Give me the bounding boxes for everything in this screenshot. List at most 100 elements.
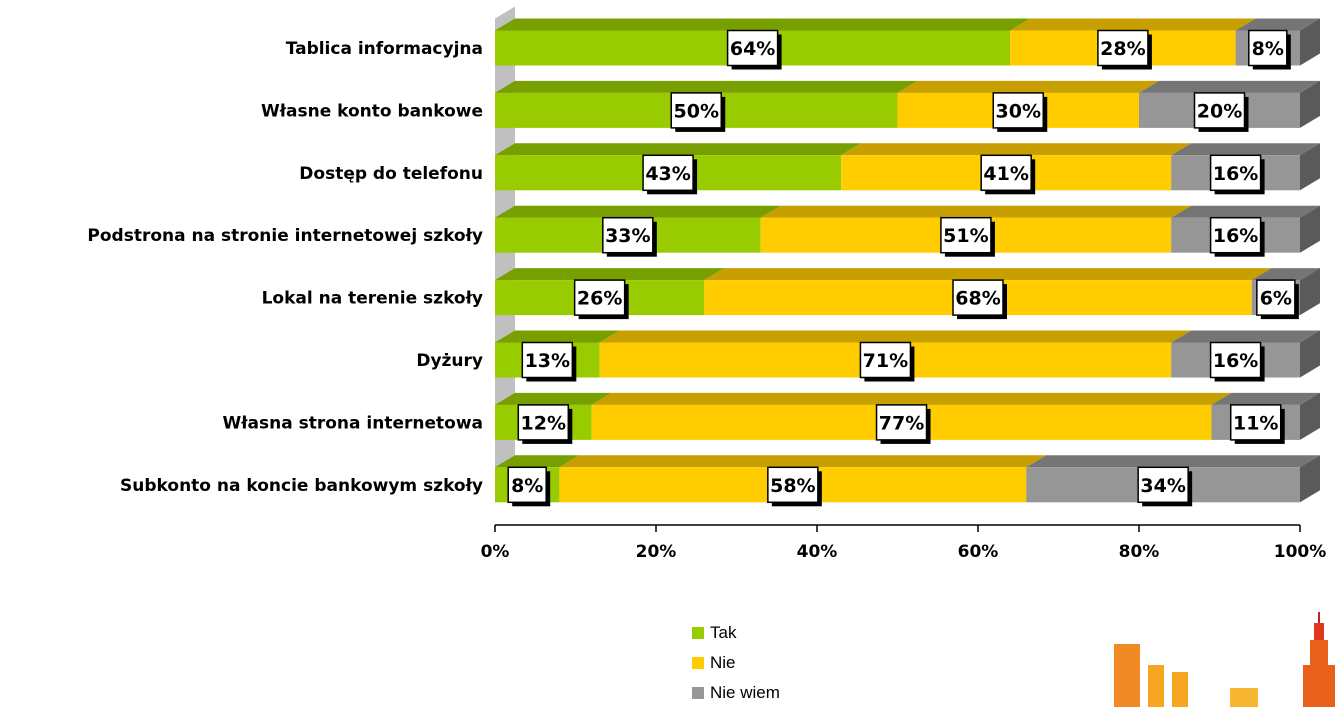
bar-top-nie-wiem [1026,455,1320,468]
data-label-box [670,92,722,129]
data-label-box [1256,279,1296,316]
data-label: 68% [955,288,1000,310]
data-label-box [1209,216,1262,254]
category-label: Subkonto na koncie bankowym szkoły [120,476,483,496]
data-label: 64% [730,38,775,60]
logo-block [1148,665,1164,707]
data-label-box [517,404,570,441]
category-labels: Tablica informacyjna Własne konto bankowe… [87,39,483,496]
category-label: Własne konto bankowe [261,101,483,121]
logo-tower [1314,623,1324,640]
category-label: Tablica informacyjna [286,39,483,59]
data-label: 28% [1100,38,1145,60]
bar-top-nie-wiem [1171,143,1320,156]
bar-top-nie [897,80,1159,93]
bar-end [1300,455,1320,503]
bar-top-tak [495,143,862,156]
logo-block [1172,672,1188,707]
x-tick-label: 100% [1274,542,1327,562]
bars [495,18,1320,503]
data-label-group: 6% [1256,279,1299,320]
x-tick-label: 20% [636,542,677,562]
data-label-box [980,154,1032,192]
data-label: 13% [525,350,570,372]
data-label-box [1097,29,1149,67]
data-label-box [1248,29,1288,67]
bar-end [1300,330,1320,378]
data-label-box [726,29,779,67]
data-label: 8% [1252,38,1284,60]
x-axis: 0% 20% 40% 60% 80% 100% [481,524,1327,562]
x-tick-label: 40% [797,542,838,562]
data-label-box [1193,92,1246,129]
data-label-group: 58% [767,466,822,507]
data-label-box [1137,466,1189,504]
data-label: 41% [983,163,1028,185]
bar-top-nie-wiem [1171,205,1320,218]
bar-top-tak [495,80,918,93]
data-label: 11% [1233,412,1278,434]
legend-swatch-nie-wiem [692,687,704,699]
category-label: Dyżury [416,351,483,371]
data-label: 43% [645,163,690,185]
data-label-group: 8% [1248,29,1291,70]
data-label: 16% [1213,225,1258,247]
data-label-box [1209,341,1262,379]
bar-top-nie-wiem [1171,330,1320,343]
data-label-box [940,216,992,254]
bar-top-nie [841,143,1192,156]
data-labels: 64% 28% 8% 50% 30% 20% 43% 41% 16% 33% 51% 16% 26% 68… [507,29,1299,507]
category-label: Dostęp do telefonu [299,164,483,184]
bar-end [1300,80,1320,128]
data-label: 8% [511,475,543,497]
data-label-box [875,404,928,441]
x-tick-label: 0% [481,542,510,562]
bar-top-nie-wiem [1211,392,1320,405]
legend-label-nie-wiem: Nie wiem [710,683,780,702]
bar-top-tak [495,330,620,343]
legend: Tak Nie Nie wiem [692,618,780,708]
data-label-group: 8% [507,466,551,507]
category-label: Podstrona na stronie internetowej szkoły [87,226,483,246]
data-label-box [859,341,912,379]
data-label-group: 26% [573,279,629,320]
data-label-box [1229,404,1282,441]
bar-top-tak [495,18,1031,31]
bar-top-nie [591,392,1232,405]
logo-spire [1318,612,1320,623]
logo-block [1114,644,1140,707]
data-label-group: 16% [1209,154,1265,195]
bar-end [1300,205,1320,253]
data-label-box [642,154,694,192]
bar-top-tak [495,268,725,281]
legend-swatch-nie [692,657,704,669]
data-label: 50% [674,100,719,122]
data-label: 33% [605,225,650,247]
data-label-group: 28% [1097,29,1152,70]
data-label: 71% [863,350,908,372]
bar-end [1300,143,1320,191]
data-label-group: 12% [517,404,573,444]
bar-top-nie [559,455,1047,468]
data-label-group: 20% [1193,92,1249,132]
bar-top-tak [495,455,580,468]
data-label-box [507,466,547,504]
data-label-group: 43% [642,154,698,195]
logo-tower [1310,640,1328,665]
data-label: 77% [879,412,924,434]
data-label-group: 41% [980,154,1036,195]
data-label: 58% [770,475,815,497]
bar-top-nie [1010,18,1256,31]
bar-top-nie [760,205,1192,218]
decorative-logo [1114,612,1335,707]
bar-end [1300,268,1320,316]
data-label-box [992,92,1044,129]
bar-top-nie [599,330,1192,343]
legend-item-tak: Tak [692,618,780,648]
side-wall [495,6,515,503]
bar-top-nie-wiem [1251,268,1320,281]
data-label-box [767,466,819,504]
bar-end [1300,18,1320,66]
x-tick-label: 60% [958,542,999,562]
